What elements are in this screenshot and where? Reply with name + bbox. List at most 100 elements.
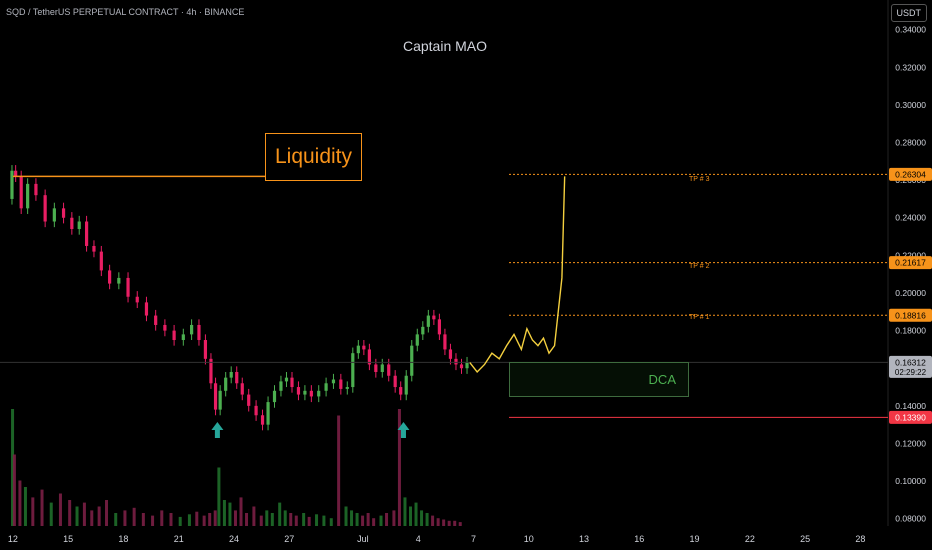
candle-body — [331, 379, 336, 384]
y-tick-label: 0.22000 — [895, 250, 926, 260]
volume-bar — [90, 510, 94, 526]
candle-body — [260, 415, 265, 425]
candle-body — [356, 345, 360, 354]
volume-bar — [283, 510, 287, 526]
y-tick-label: 0.32000 — [895, 62, 926, 72]
candle-body — [443, 334, 447, 350]
volume-bar — [315, 514, 319, 526]
volume-bar — [187, 514, 191, 526]
x-tick-label: 21 — [174, 534, 184, 544]
volume-bar — [344, 506, 348, 526]
candle-body — [272, 390, 277, 403]
price-axis-label — [889, 256, 932, 270]
volume-bar — [289, 513, 293, 526]
x-tick-label: 18 — [118, 534, 128, 544]
candle-body — [209, 358, 213, 384]
volume-bar — [372, 518, 376, 526]
liquidity-label-box: Liquidity — [265, 133, 362, 181]
candle-body — [126, 277, 130, 297]
candle-body — [218, 390, 222, 410]
candle-body — [77, 221, 81, 230]
price-axis-value: 0.16312 — [895, 357, 926, 367]
candle-body — [426, 315, 430, 327]
x-tick-label: 27 — [284, 534, 294, 544]
volume-bar — [337, 415, 341, 526]
candle-body — [61, 208, 66, 218]
candle-body — [284, 377, 289, 382]
candle-body — [254, 405, 258, 416]
candle-body — [163, 324, 167, 331]
volume-bar — [217, 467, 221, 526]
x-tick-label: 10 — [524, 534, 534, 544]
volume-bar — [151, 515, 155, 526]
candle-body — [99, 251, 103, 271]
price-axis-value: 0.18816 — [895, 310, 926, 320]
volume-bar — [350, 510, 354, 526]
volume-bar — [239, 497, 243, 526]
volume-bar — [105, 500, 109, 526]
candle-body — [374, 364, 378, 372]
volume-bar — [453, 520, 457, 526]
candle-body — [432, 315, 436, 320]
volume-bar — [11, 409, 15, 526]
candle-body — [437, 319, 441, 335]
candle-body — [279, 381, 283, 391]
candle-body — [351, 353, 355, 388]
candle-body — [387, 364, 391, 376]
candle-body — [345, 387, 349, 389]
candle-body — [10, 170, 14, 199]
y-tick-label: 0.28000 — [895, 138, 926, 148]
volume-bar — [278, 502, 282, 526]
y-tick-label: 0.12000 — [895, 438, 926, 448]
candle-body — [393, 375, 397, 388]
volume-bar — [245, 513, 249, 526]
x-tick-label: 22 — [745, 534, 755, 544]
candle-body — [410, 345, 414, 376]
volume-bar — [202, 515, 206, 526]
volume-bar — [436, 518, 440, 526]
y-tick-label: 0.34000 — [895, 25, 926, 35]
volume-bar — [222, 500, 226, 526]
volume-bar — [252, 506, 256, 526]
volume-bar — [97, 506, 101, 526]
volume-bar — [233, 510, 237, 526]
price-axis-value: 0.21617 — [895, 258, 926, 268]
tp3-label: TP # 3 — [689, 176, 710, 183]
volume-bar — [425, 513, 429, 526]
volume-bar — [68, 500, 72, 526]
currency-selector[interactable]: USDT — [890, 4, 927, 22]
candle-body — [415, 334, 419, 346]
volume-bar — [141, 513, 145, 526]
volume-bar — [307, 516, 311, 526]
candle-countdown: 02:29:22 — [895, 368, 927, 377]
volume-bar — [385, 513, 389, 526]
volume-bar — [208, 513, 212, 526]
volume-bar — [329, 518, 333, 526]
candle-body — [108, 270, 112, 284]
volume-bar — [447, 520, 451, 526]
volume-bar — [40, 489, 44, 526]
candle-body — [324, 383, 328, 391]
price-axis-value: 0.26304 — [895, 169, 926, 179]
candle-body — [92, 245, 96, 252]
candle-body — [454, 358, 458, 365]
symbol-header: SQD / TetherUS PERPETUAL CONTRACT · 4h ·… — [6, 7, 245, 17]
candle-body — [317, 390, 321, 397]
volume-bar — [379, 515, 383, 526]
candle-body — [43, 195, 47, 222]
x-tick-label: 13 — [579, 534, 589, 544]
volume-bar — [31, 497, 35, 526]
volume-bar — [270, 513, 274, 526]
volume-bar — [12, 454, 16, 526]
candle-body — [290, 377, 294, 388]
volume-bar — [392, 510, 396, 526]
x-tick-label: 7 — [471, 534, 476, 544]
volume-bar — [169, 513, 173, 526]
candle-body — [448, 349, 453, 359]
price-axis-value: 0.13390 — [895, 412, 926, 422]
volume-bar — [18, 480, 22, 526]
volume-bar — [75, 506, 79, 526]
volume-bar — [414, 502, 418, 526]
